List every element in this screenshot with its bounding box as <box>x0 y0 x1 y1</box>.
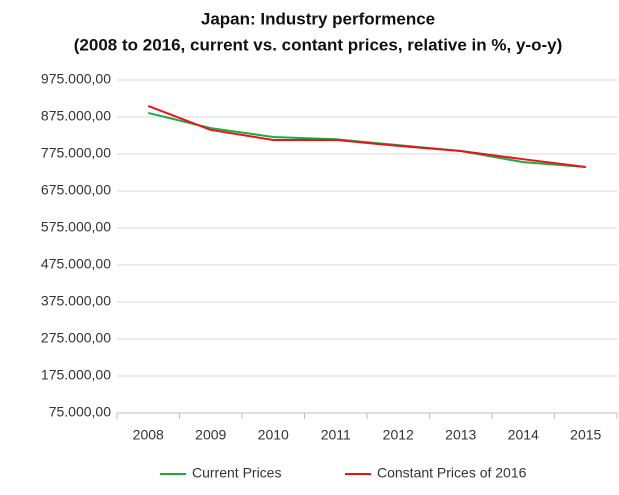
y-tick-label: 275.000,00 <box>41 330 111 346</box>
x-tick-label: 2013 <box>445 427 476 443</box>
y-tick-label: 175.000,00 <box>41 367 111 383</box>
series-line <box>147 104 586 168</box>
y-tick-label: 375.000,00 <box>41 293 111 309</box>
x-tick-label: 2012 <box>383 427 414 443</box>
y-tick-label: 475.000,00 <box>41 256 111 272</box>
chart-title: Japan: Industry performence <box>201 9 435 28</box>
y-tick-label: 675.000,00 <box>41 182 111 198</box>
x-tick-label: 2011 <box>321 427 351 443</box>
y-tick-label: 975.000,00 <box>41 71 111 87</box>
x-tick-label: 2015 <box>570 427 601 443</box>
chart-subtitle: (2008 to 2016, current vs. contant price… <box>74 35 562 54</box>
x-tick-label: 2009 <box>195 427 226 443</box>
y-tick-label: 575.000,00 <box>41 219 111 235</box>
legend-label: Constant Prices of 2016 <box>377 465 527 481</box>
x-tick-label: 2010 <box>258 427 289 443</box>
y-tick-label: 75.000,00 <box>49 404 111 420</box>
legend-label: Current Prices <box>192 465 281 481</box>
y-tick-label: 875.000,00 <box>41 108 111 124</box>
x-tick-label: 2008 <box>133 427 164 443</box>
x-tick-label: 2014 <box>508 427 539 443</box>
y-tick-label: 775.000,00 <box>41 145 111 161</box>
